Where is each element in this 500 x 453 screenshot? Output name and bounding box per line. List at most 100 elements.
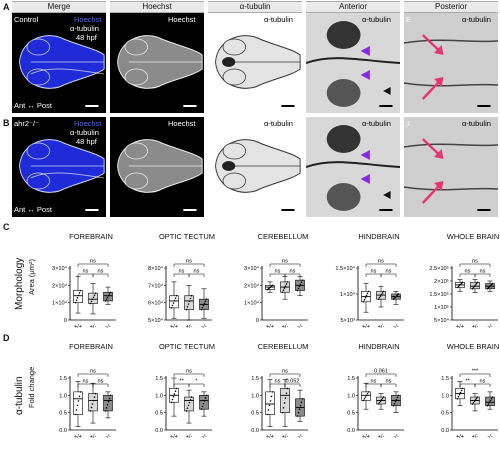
data-point xyxy=(283,402,286,404)
box-+/+ xyxy=(361,391,371,401)
data-point xyxy=(366,392,369,395)
significance-bracket xyxy=(188,383,205,387)
data-point xyxy=(486,404,489,407)
significance-label: ns xyxy=(480,269,486,275)
chart-title-8: HINDBRAIN xyxy=(358,342,400,351)
significance-bracket xyxy=(365,263,397,267)
data-point xyxy=(174,297,177,299)
data-point xyxy=(89,302,92,305)
data-point xyxy=(366,292,369,295)
y-tick-label: 1.5 xyxy=(251,376,259,382)
data-point xyxy=(395,295,398,297)
data-point xyxy=(474,399,477,401)
y-tick-label: 5×10³ xyxy=(341,318,356,324)
data-point xyxy=(200,408,203,410)
data-point xyxy=(281,411,284,414)
data-point xyxy=(472,401,475,404)
chart-title-2: CEREBELLUM xyxy=(257,232,309,241)
data-point xyxy=(460,389,463,392)
data-point xyxy=(459,283,462,286)
significance-bracket xyxy=(380,383,397,387)
box-+/- xyxy=(88,292,98,304)
x-tick-label: +/+ xyxy=(456,434,464,440)
data-point xyxy=(93,294,96,297)
data-point xyxy=(285,283,288,285)
data-point xyxy=(105,298,108,300)
data-point xyxy=(190,294,193,297)
data-point xyxy=(89,410,92,412)
x-tick-label: +/- xyxy=(186,434,193,440)
data-point xyxy=(362,301,365,303)
box-+/+ xyxy=(73,391,83,415)
significance-bracket xyxy=(474,273,491,277)
data-point xyxy=(75,299,78,302)
y-tick-label: 1.0 xyxy=(251,393,259,399)
significance-label: ns xyxy=(83,379,89,385)
data-point xyxy=(382,396,385,398)
significance-bracket xyxy=(380,273,397,277)
x-tick-label: -/- xyxy=(393,324,398,330)
significance-bracket xyxy=(269,373,301,377)
box--/- xyxy=(103,395,113,412)
data-point xyxy=(379,400,382,403)
data-point xyxy=(296,289,299,292)
data-point xyxy=(490,283,493,286)
axis-label-b: Ant ↔ Post xyxy=(14,205,52,214)
data-point xyxy=(393,402,396,405)
significance-label: 0.052 xyxy=(286,379,300,385)
chart-title-6: OPTIC TECTUM xyxy=(158,342,216,351)
y-tick-label: 0.5 xyxy=(347,411,355,417)
significance-bracket xyxy=(474,383,491,387)
box-+/- xyxy=(470,281,480,290)
merge-label-tubulin-b: α-tubulin xyxy=(70,128,99,137)
y-tick-label: 6×10⁴ xyxy=(148,300,164,307)
y-tick-label: 1.5 xyxy=(347,376,355,382)
data-point xyxy=(471,288,474,290)
y-tick-label: 0.0 xyxy=(155,428,163,434)
data-point xyxy=(298,408,301,410)
x-tick-label: +/+ xyxy=(456,324,464,330)
significance-bracket xyxy=(269,263,301,267)
x-tick-label: +/+ xyxy=(362,434,370,440)
data-point xyxy=(104,300,107,302)
data-point xyxy=(201,306,204,309)
data-point xyxy=(299,283,302,286)
data-point xyxy=(185,410,188,412)
micrograph-b-tubulin xyxy=(208,117,302,217)
box-plot-6: 0.00.51.01.5+/+ +/- -/-** *ns xyxy=(155,369,212,440)
significance-bracket xyxy=(284,383,301,387)
y-tick-label: 1.5 xyxy=(59,376,67,382)
x-tick-label: +/+ xyxy=(170,434,178,440)
data-point xyxy=(489,399,492,402)
data-point xyxy=(186,306,189,308)
y-tick-label: 2×10⁴ xyxy=(244,282,260,289)
significance-label: ns xyxy=(480,379,486,385)
x-tick-label: -/- xyxy=(105,434,110,440)
y-tick-label: 3×10⁴ xyxy=(52,265,68,272)
y-tick-label: 0.5 xyxy=(441,411,449,417)
panel-letter-d: D xyxy=(3,333,10,343)
chart-title-7: CEREBELLUM xyxy=(257,342,309,351)
significance-bracket xyxy=(365,373,397,377)
data-point xyxy=(173,393,176,395)
data-point xyxy=(91,298,94,301)
data-point xyxy=(202,402,205,405)
y-tick-label: 1×10⁴ xyxy=(52,300,68,307)
data-point xyxy=(90,406,93,409)
data-point xyxy=(200,308,203,311)
y-tick-label: 1.5 xyxy=(441,376,449,382)
data-point xyxy=(489,284,492,287)
significance-bracket xyxy=(459,263,491,267)
data-point xyxy=(380,399,383,401)
panel-letter-c: C xyxy=(3,222,10,232)
chart-title-9: WHOLE BRAIN xyxy=(446,342,500,351)
data-point xyxy=(395,398,398,401)
x-tick-label: -/- xyxy=(487,324,492,330)
x-tick-label: +/- xyxy=(378,434,385,440)
data-point xyxy=(379,295,382,297)
data-point xyxy=(74,413,77,416)
data-point xyxy=(394,400,397,403)
box--/- xyxy=(199,395,209,410)
data-point xyxy=(378,296,381,299)
